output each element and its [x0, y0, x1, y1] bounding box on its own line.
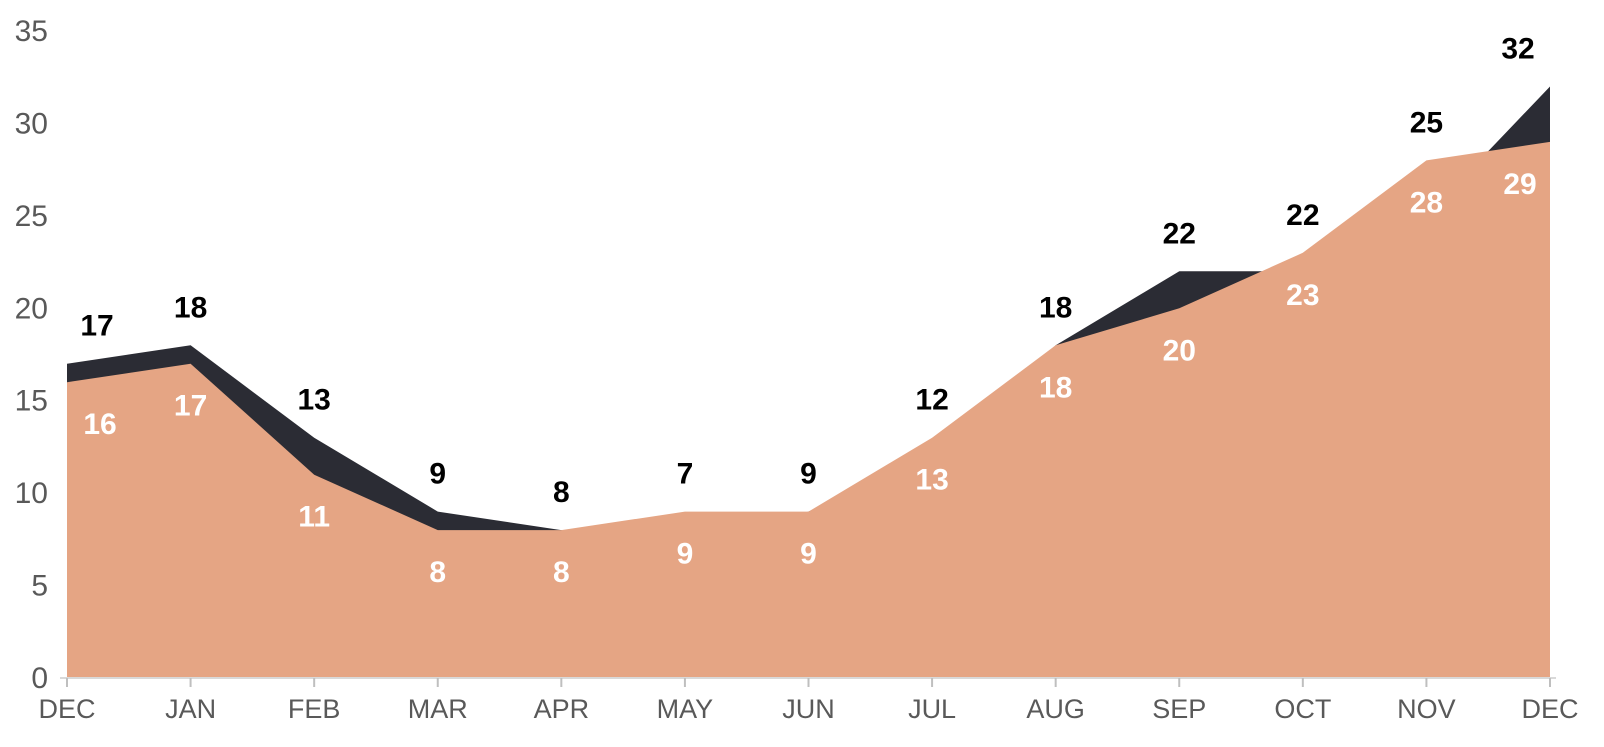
data-label-salmon: 23: [1286, 279, 1319, 312]
series-area-salmon-series: [67, 141, 1550, 678]
x-tick-label: APR: [534, 694, 590, 724]
y-tick-label: 35: [15, 15, 48, 48]
data-label-salmon: 18: [1039, 371, 1072, 404]
x-tick-label: NOV: [1397, 694, 1456, 724]
x-tick-label: JUL: [908, 694, 956, 724]
x-tick-label: MAR: [408, 694, 468, 724]
y-tick-label: 20: [15, 292, 48, 325]
x-tick-label: AUG: [1026, 694, 1085, 724]
y-tick-label: 15: [15, 385, 48, 418]
x-tick-label: FEB: [288, 694, 341, 724]
data-label-salmon: 9: [677, 538, 694, 571]
data-label-salmon: 8: [429, 556, 446, 589]
x-tick-label: SEP: [1152, 694, 1206, 724]
data-label-dark: 18: [1039, 291, 1072, 324]
data-label-dark: 32: [1501, 32, 1534, 65]
data-label-dark: 25: [1410, 106, 1443, 139]
x-tick-label: JUN: [782, 694, 835, 724]
x-tick-label: DEC: [38, 694, 95, 724]
data-label-salmon: 13: [915, 464, 948, 497]
data-label-dark: 7: [677, 458, 694, 491]
x-tick-label: DEC: [1521, 694, 1578, 724]
data-label-salmon: 17: [174, 390, 207, 423]
x-tick-label: OCT: [1274, 694, 1331, 724]
x-tick-label: MAY: [657, 694, 714, 724]
data-label-dark: 9: [800, 458, 817, 491]
data-label-salmon: 20: [1163, 334, 1196, 367]
data-label-dark: 17: [80, 310, 113, 343]
data-label-salmon: 28: [1410, 186, 1443, 219]
data-label-dark: 8: [553, 476, 570, 509]
data-label-salmon: 8: [553, 556, 570, 589]
x-tick-label: JAN: [165, 694, 216, 724]
y-tick-label: 10: [15, 477, 48, 510]
y-tick-label: 0: [31, 662, 48, 695]
y-tick-label: 30: [15, 107, 48, 140]
data-label-dark: 9: [429, 458, 446, 491]
data-label-salmon: 16: [83, 408, 116, 441]
y-tick-label: 5: [31, 570, 48, 603]
y-tick-label: 25: [15, 200, 48, 233]
data-label-dark: 13: [297, 384, 330, 417]
data-label-dark: 22: [1163, 217, 1196, 250]
data-label-dark: 12: [915, 384, 948, 417]
data-label-dark: 18: [174, 291, 207, 324]
data-label-salmon: 29: [1503, 168, 1536, 201]
data-label-salmon: 11: [298, 501, 330, 534]
data-label-salmon: 9: [800, 538, 817, 571]
data-label-dark: 22: [1286, 199, 1319, 232]
